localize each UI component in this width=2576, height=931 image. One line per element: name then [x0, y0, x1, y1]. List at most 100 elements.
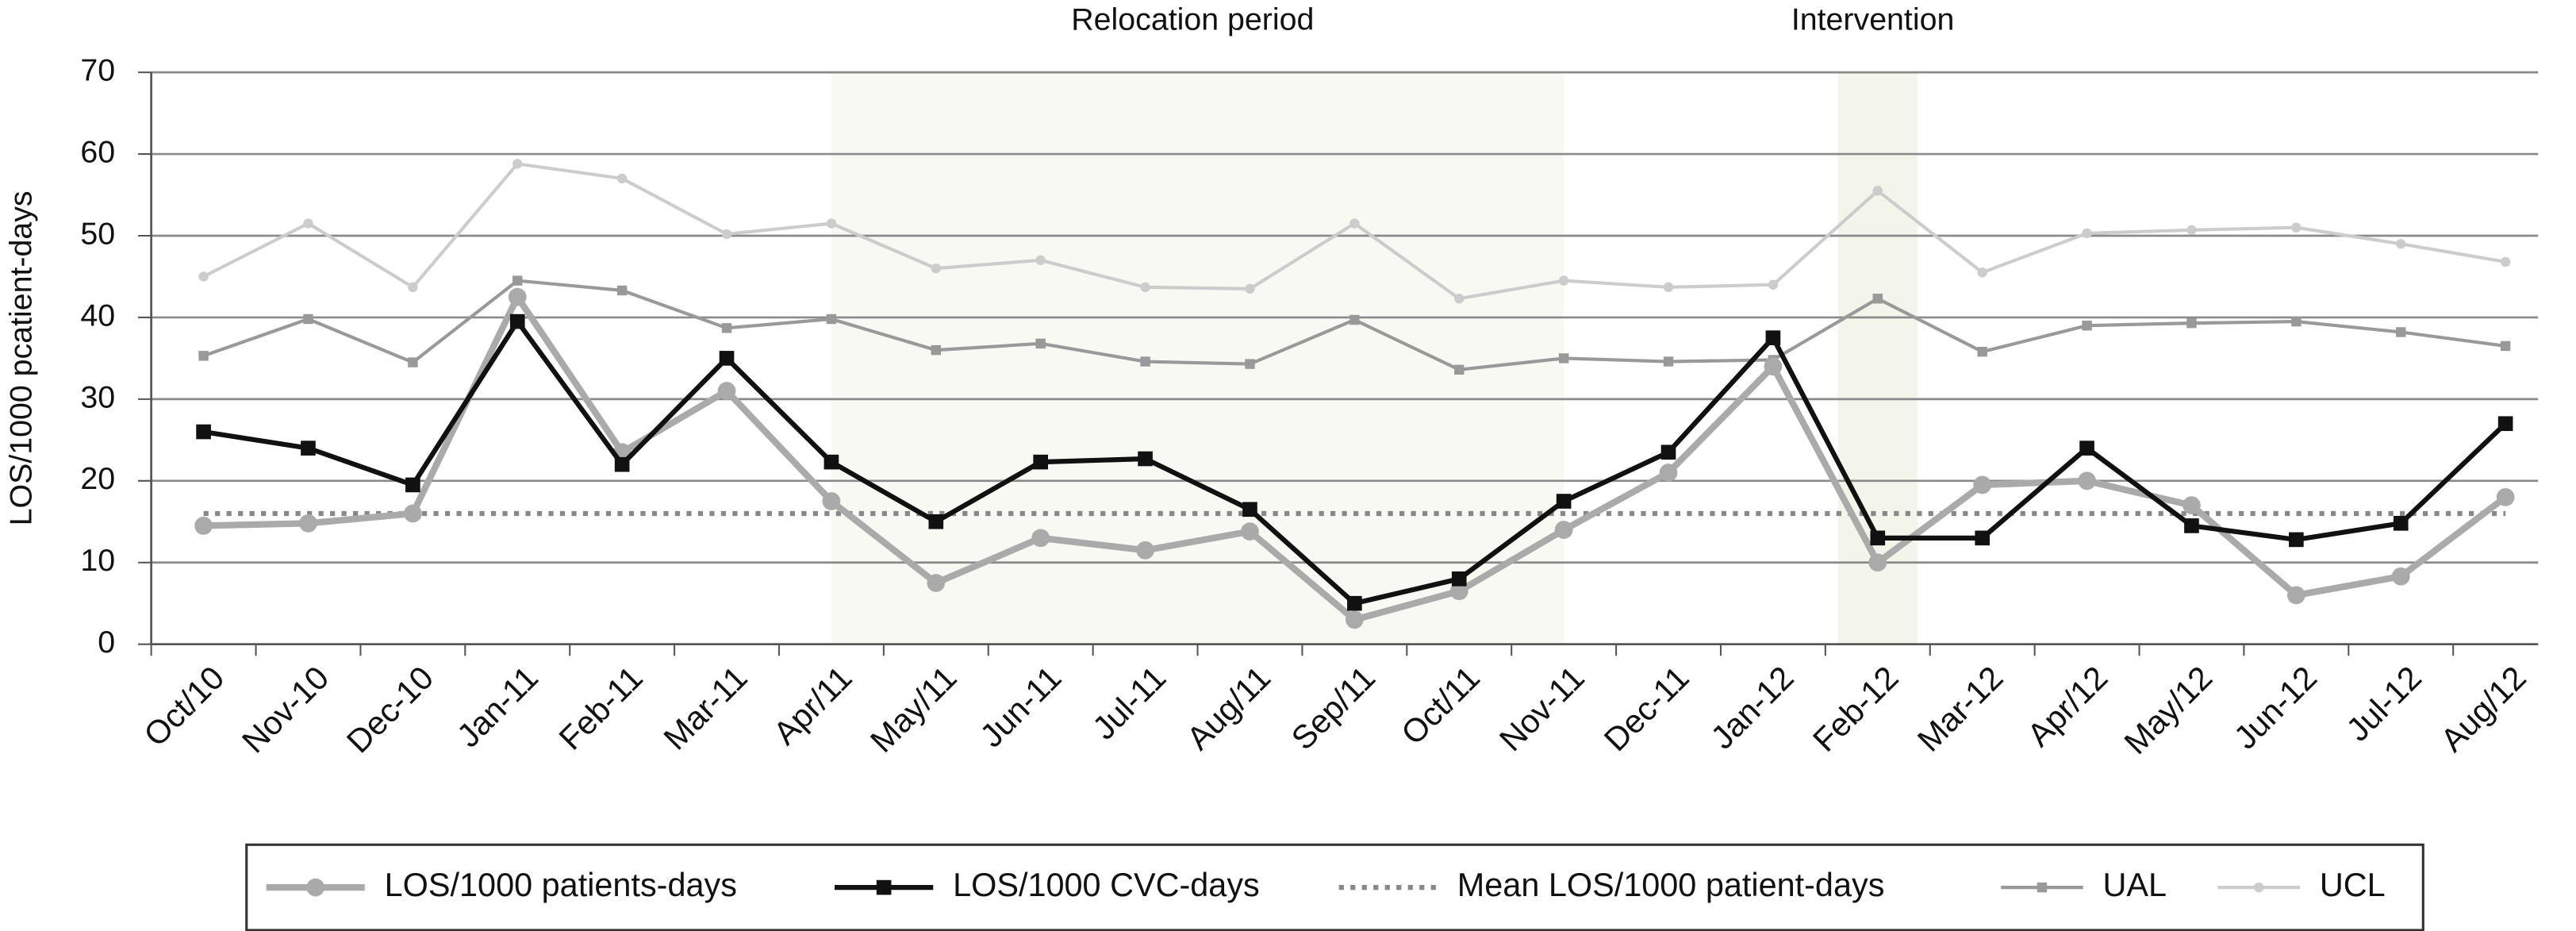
period-label: Intervention [1791, 2, 1955, 37]
point [1977, 267, 1987, 278]
x-tick-label: May/12 [2117, 660, 2220, 762]
point [196, 424, 211, 440]
point [303, 218, 313, 229]
point [1138, 451, 1153, 467]
point [198, 351, 209, 361]
point [2078, 471, 2096, 491]
point [509, 314, 525, 329]
x-tick-label: Jul-12 [2340, 660, 2428, 748]
point [1663, 282, 1674, 293]
point [2396, 239, 2406, 249]
point [1454, 294, 1465, 304]
point [2184, 518, 2199, 533]
point [1977, 346, 1987, 357]
period-shade [1837, 72, 1918, 644]
point [616, 285, 628, 296]
point [931, 263, 942, 274]
point [826, 218, 837, 229]
x-tick-label: Nov-11 [1492, 660, 1591, 759]
x-tick-label: Mar-12 [1910, 660, 2010, 759]
point [1035, 338, 1046, 349]
point [2082, 321, 2092, 331]
point [513, 275, 523, 286]
point [1349, 314, 1360, 325]
point [301, 440, 316, 456]
y-tick-label: 60 [80, 134, 115, 169]
x-tick-label: Jun-12 [2227, 660, 2324, 756]
point [2500, 256, 2511, 267]
point [721, 229, 732, 240]
point [2079, 440, 2094, 456]
point [1451, 571, 1467, 587]
y-tick-label: 70 [80, 52, 115, 87]
point [1136, 541, 1154, 560]
point [719, 351, 735, 366]
x-tick-label: May/11 [863, 660, 963, 760]
x-tick-label: Jul-11 [1085, 660, 1173, 747]
point [1035, 255, 1046, 266]
point [616, 173, 628, 184]
point [2082, 228, 2092, 239]
point [1870, 530, 1886, 546]
point [2286, 586, 2305, 605]
legend-label: LOS/1000 patients-days [385, 867, 737, 903]
point [1140, 282, 1150, 293]
point [2186, 225, 2197, 235]
point [1245, 283, 1255, 294]
point [2037, 882, 2048, 893]
x-tick-label: Apr/12 [2021, 660, 2115, 754]
point [1768, 279, 1779, 290]
point [1872, 294, 1883, 304]
point [194, 517, 213, 535]
point [1241, 522, 1259, 541]
point [931, 344, 942, 356]
point [1660, 444, 1676, 460]
point [1558, 275, 1569, 286]
x-tick-label: Jan-11 [450, 660, 545, 755]
legend-label: Mean LOS/1000 patient-days [1457, 867, 1885, 903]
point [1245, 359, 1255, 369]
point [721, 323, 732, 333]
point [614, 456, 630, 472]
point [303, 314, 313, 325]
point [2496, 488, 2515, 506]
point [198, 271, 209, 282]
y-tick-label: 20 [80, 461, 115, 496]
x-tick-label: Jun-11 [973, 660, 1069, 755]
x-tick-label: Dec-10 [340, 660, 440, 760]
point [408, 282, 418, 293]
background [831, 72, 1918, 644]
y-tick-label: 50 [80, 216, 115, 251]
point [2391, 567, 2410, 586]
legend-label: UCL [2320, 867, 2386, 903]
point [927, 574, 946, 592]
point [1556, 494, 1572, 509]
x-tick-label: Aug/12 [2434, 660, 2533, 759]
point [822, 492, 841, 510]
point [403, 504, 422, 523]
point [826, 314, 837, 325]
point [2291, 222, 2302, 233]
point [2396, 327, 2406, 337]
point [1033, 454, 1049, 470]
point [1659, 464, 1678, 482]
legend-label: LOS/1000 CVC-days [953, 867, 1260, 903]
x-tick-label: Nov-10 [235, 660, 336, 760]
point [2254, 882, 2264, 893]
point [408, 357, 418, 367]
point [1349, 218, 1360, 229]
x-tick-label: Oct/11 [1394, 660, 1487, 752]
x-tick-label: Feb-11 [552, 660, 650, 757]
x-tick-label: Apr/11 [766, 660, 859, 752]
point [306, 878, 325, 897]
point [717, 382, 736, 400]
point [1868, 553, 1887, 572]
point [2393, 516, 2409, 531]
point [1558, 353, 1569, 364]
x-tick-label: Sep/11 [1284, 660, 1382, 757]
x-tick-label: Mar-11 [657, 660, 754, 757]
point [1663, 356, 1674, 367]
point [1554, 521, 1573, 539]
point [513, 159, 523, 169]
